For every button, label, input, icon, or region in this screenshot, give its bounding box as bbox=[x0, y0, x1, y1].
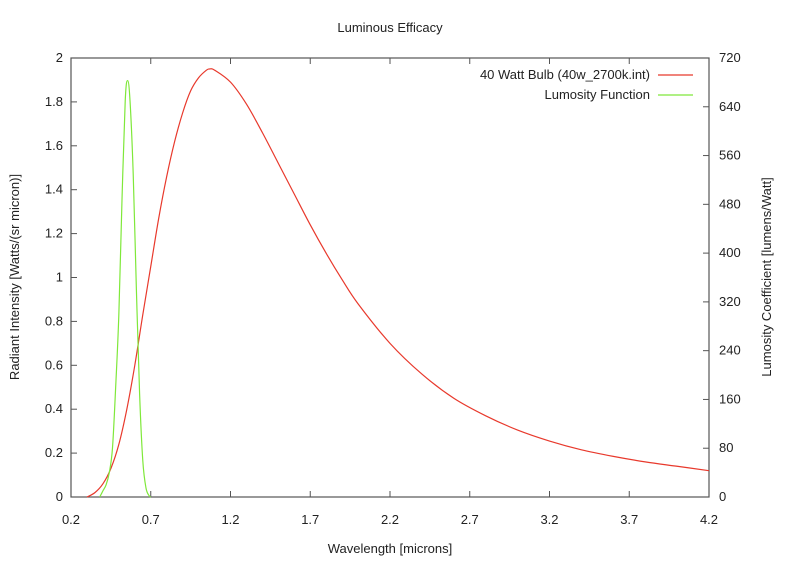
x-tick-label: 0.2 bbox=[62, 512, 80, 527]
chart-title: Luminous Efficacy bbox=[337, 20, 443, 35]
y-tick-label: 0.4 bbox=[45, 401, 63, 416]
y-tick-label: 0.2 bbox=[45, 445, 63, 460]
y-tick-label: 1.4 bbox=[45, 182, 63, 197]
series-line-0 bbox=[86, 68, 710, 498]
y2-tick-label: 400 bbox=[719, 245, 741, 260]
x-axis-ticks: 0.2 0.7 1.2 1.7 2.2 2.7 3.2 3.7 4.2 bbox=[62, 58, 718, 527]
y2-tick-label: 0 bbox=[719, 489, 726, 504]
y2-tick-label: 560 bbox=[719, 148, 741, 163]
plot-frame bbox=[70, 57, 710, 498]
plot-area bbox=[70, 57, 710, 498]
y2-tick-label: 240 bbox=[719, 343, 741, 358]
y-tick-label: 0 bbox=[56, 489, 63, 504]
legend: 40 Watt Bulb (40w_2700k.int) Lumosity Fun… bbox=[480, 67, 693, 102]
y-tick-label: 1 bbox=[56, 270, 63, 285]
x-tick-label: 3.2 bbox=[540, 512, 558, 527]
x-tick-label: 1.7 bbox=[301, 512, 319, 527]
legend-label: 40 Watt Bulb (40w_2700k.int) bbox=[480, 67, 650, 82]
y-axis-ticks: 0 0.2 0.4 0.6 0.8 1 1.2 1.4 1.6 1.8 2 bbox=[45, 50, 77, 504]
series-line-1 bbox=[99, 79, 152, 498]
y2-tick-label: 720 bbox=[719, 50, 741, 65]
y2-tick-label: 480 bbox=[719, 196, 741, 211]
data-series bbox=[86, 68, 710, 498]
y2-tick-label: 160 bbox=[719, 391, 741, 406]
x-tick-label: 1.2 bbox=[221, 512, 239, 527]
x-tick-label: 4.2 bbox=[700, 512, 718, 527]
x-tick-label: 3.7 bbox=[620, 512, 638, 527]
x-tick-label: 2.2 bbox=[381, 512, 399, 527]
y-tick-label: 1.2 bbox=[45, 226, 63, 241]
y2-tick-label: 640 bbox=[719, 99, 741, 114]
y2-axis-label: Lumosity Coefficient [lumens/Watt] bbox=[759, 177, 774, 376]
x-axis-label: Wavelength [microns] bbox=[328, 541, 453, 556]
y-tick-label: 2 bbox=[56, 50, 63, 65]
y-tick-label: 1.6 bbox=[45, 138, 63, 153]
x-tick-label: 0.7 bbox=[142, 512, 160, 527]
x-tick-label: 2.7 bbox=[461, 512, 479, 527]
y2-tick-label: 320 bbox=[719, 294, 741, 309]
y-tick-label: 1.8 bbox=[45, 94, 63, 109]
legend-label: Lumosity Function bbox=[545, 87, 651, 102]
y2-tick-label: 80 bbox=[719, 440, 733, 455]
y-tick-label: 0.6 bbox=[45, 357, 63, 372]
y-tick-label: 0.8 bbox=[45, 313, 63, 328]
y-axis-label: Radiant Intensity [Watts/(sr micron)] bbox=[7, 174, 22, 380]
y2-axis-ticks: 0 80 160 240 320 400 480 560 640 720 bbox=[703, 50, 741, 504]
